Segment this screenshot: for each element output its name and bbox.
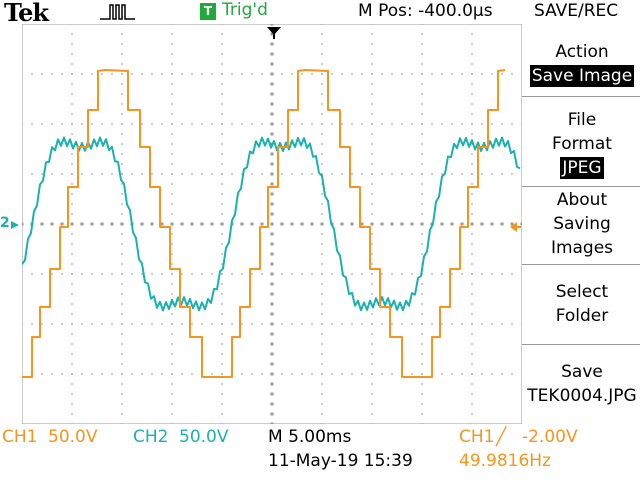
- ch2-ground-arrow-icon: [11, 221, 19, 229]
- pulse-waveform-icon: [100, 4, 135, 20]
- menu-divider: [522, 186, 640, 187]
- about-label-1: About: [556, 190, 608, 210]
- action-value: Save Image: [529, 65, 635, 87]
- ch1-waveform: [22, 69, 506, 378]
- save-filename: TEK0004.JPG: [527, 386, 637, 406]
- tek-logo: Tek: [4, 0, 49, 27]
- menu-divider: [522, 264, 640, 265]
- file-format-label: File: [567, 110, 597, 130]
- ch1-scale: 50.0V: [48, 427, 98, 447]
- trigger-slope-icon: ╱: [496, 427, 507, 447]
- trigger-status-text: Trig'd: [222, 0, 268, 20]
- ch2-label: CH2: [133, 427, 169, 447]
- menu-title: SAVE/REC: [534, 1, 619, 21]
- date-time: 11-May-19 15:39: [268, 451, 413, 471]
- left-arrow-icon: [510, 222, 521, 232]
- trigger-source: CH1: [459, 427, 495, 447]
- about-saving-images-button[interactable]: About Saving Images: [524, 188, 640, 260]
- action-button[interactable]: Action Save Image: [524, 40, 640, 88]
- select-folder-label-1: Select: [555, 282, 609, 302]
- frequency-readout: 49.9816Hz: [459, 451, 552, 471]
- select-folder-label-2: Folder: [555, 306, 609, 326]
- about-label-2: Saving: [553, 214, 611, 234]
- waveform-display: [22, 24, 522, 424]
- save-label: Save: [561, 362, 603, 382]
- menu-divider: [522, 344, 640, 345]
- trigger-status-badge: T: [200, 3, 216, 20]
- ch2-scale: 50.0V: [179, 427, 229, 447]
- file-format-label-2: Format: [552, 134, 612, 154]
- menu-divider: [522, 96, 640, 97]
- trigger-level: -2.00V: [522, 427, 578, 447]
- down-arrow-icon: [267, 27, 281, 39]
- file-format-value: JPEG: [560, 157, 604, 179]
- save-button[interactable]: Save TEK0004.JPG: [524, 360, 640, 408]
- action-label: Action: [555, 42, 609, 62]
- ch2-waveform: [22, 136, 521, 312]
- horizontal-position-readout: M Pos: -400.0µs: [358, 1, 493, 21]
- file-format-button[interactable]: File Format JPEG: [524, 108, 640, 180]
- ch2-ground-marker-icon: 2: [0, 215, 10, 231]
- graticule-grid: [22, 24, 522, 424]
- about-label-3: Images: [550, 238, 614, 258]
- select-folder-button[interactable]: Select Folder: [524, 280, 640, 328]
- ch1-label: CH1: [2, 427, 38, 447]
- timebase-readout: M 5.00ms: [268, 427, 352, 447]
